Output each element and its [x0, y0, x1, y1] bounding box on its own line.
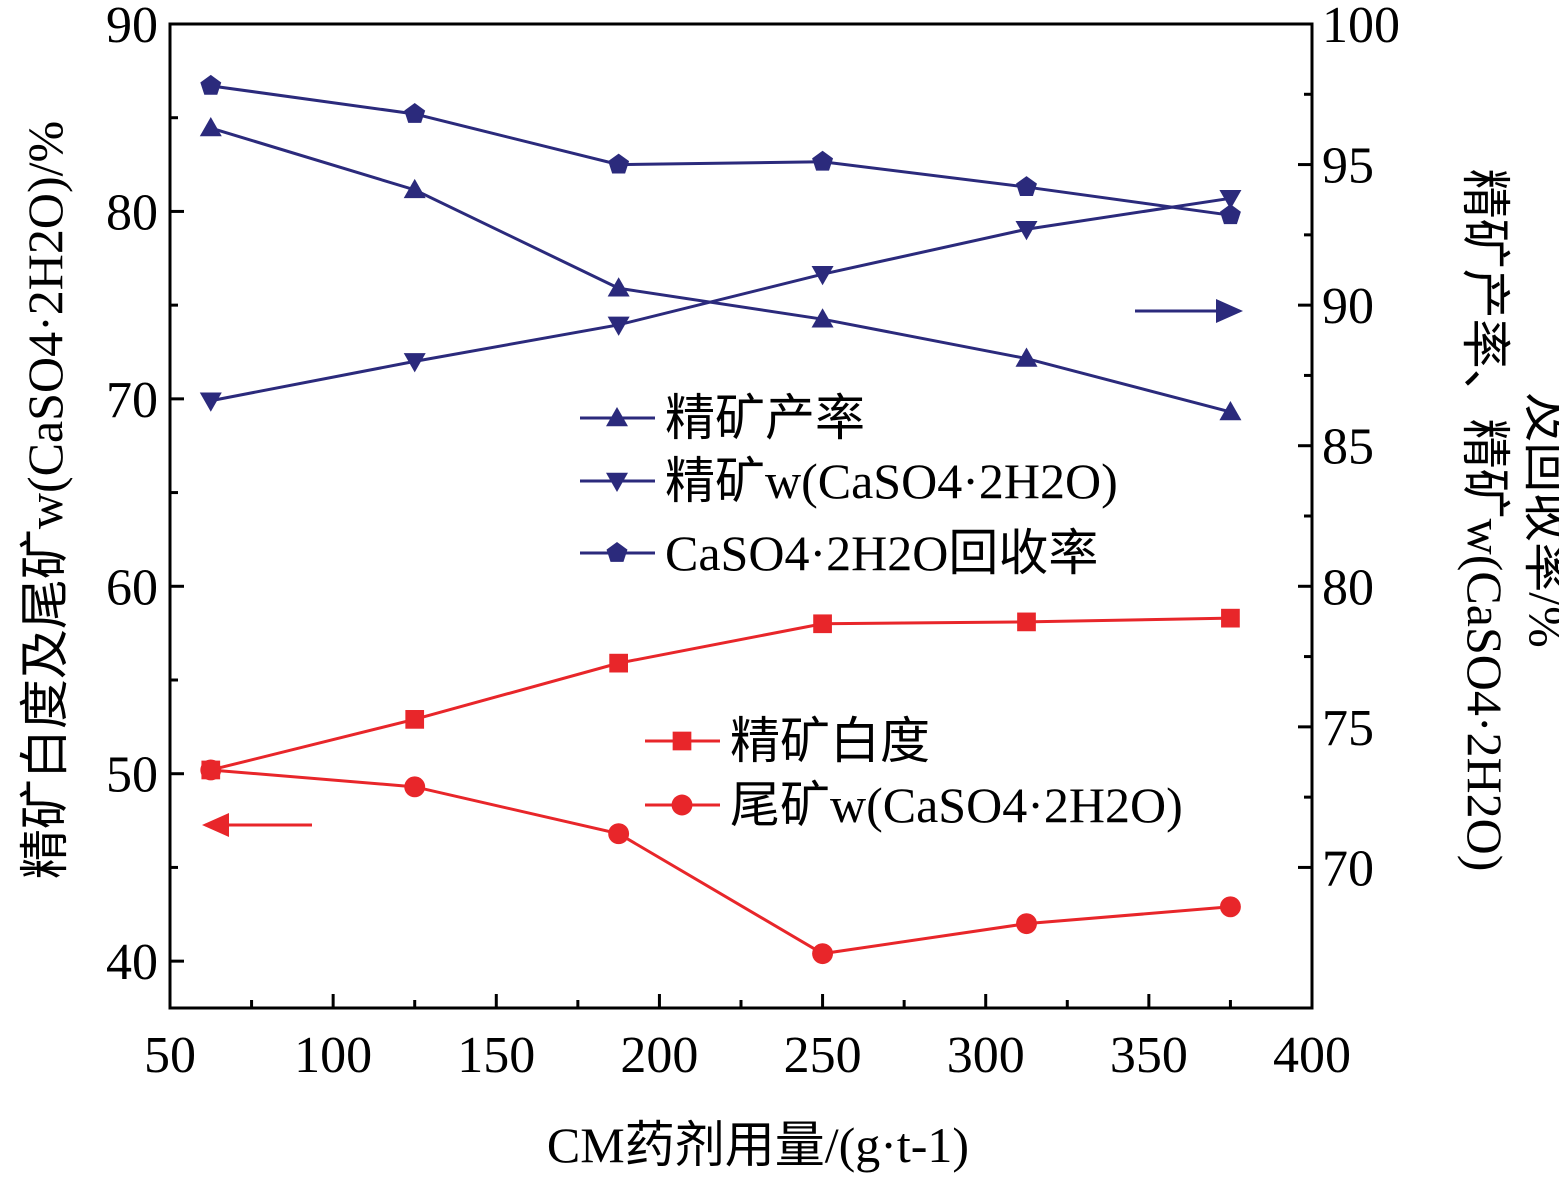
y-left-axis-title: 精矿白度及尾矿w(CaSO4·2H2O)/% [17, 121, 73, 879]
y-right-tick-label: 70 [1322, 840, 1374, 897]
data-point [812, 943, 834, 965]
x-tick-label: 100 [294, 1027, 372, 1084]
series-line [210, 196, 1231, 403]
x-axis-title: CM药剂用量/(g·t-1) [547, 1117, 969, 1173]
legend-label: CaSO4·2H2O回收率 [665, 525, 1098, 581]
series-line [210, 768, 1231, 956]
data-point [403, 178, 426, 199]
data-point [404, 776, 426, 798]
data-point [1219, 400, 1242, 421]
legend-marker [606, 407, 628, 427]
legend-label: 尾矿w(CaSO4·2H2O) [730, 777, 1183, 833]
series-line [210, 616, 1231, 772]
y-left-tick-label: 80 [106, 184, 158, 241]
y-right-tick-label: 100 [1322, 0, 1400, 54]
legend-marker [606, 542, 628, 562]
legend-label: 精矿w(CaSO4·2H2O) [665, 453, 1118, 509]
legend-label: 精矿产率 [665, 390, 865, 446]
y-left-tick-label: 40 [106, 934, 158, 991]
series-0 [199, 117, 1242, 421]
series-3 [201, 608, 1240, 780]
data-point [199, 117, 222, 137]
legend-marker [606, 472, 628, 492]
legend-marker [672, 731, 692, 751]
x-tick-label: 200 [620, 1027, 698, 1084]
data-point [1017, 612, 1036, 632]
data-point [405, 710, 425, 729]
y-left-tick-label: 50 [106, 747, 158, 804]
x-tick-label: 300 [947, 1027, 1025, 1084]
data-point [1221, 608, 1240, 628]
y-right-tick-label: 85 [1322, 419, 1374, 476]
x-tick-label: 400 [1273, 1027, 1351, 1084]
axes: 50 100 150 200 250 300 350 400 40 50 60 70 80 90 70 75 8… [106, 0, 1400, 1084]
data-point [1219, 204, 1241, 225]
x-tick-label: 250 [784, 1027, 862, 1084]
plot-frame [168, 22, 1314, 1010]
series-layer [199, 74, 1242, 965]
data-point [812, 150, 834, 171]
series-line [210, 84, 1231, 217]
data-point [200, 74, 222, 95]
y-right-axis-title-line2: 及回收率/% [1519, 392, 1559, 648]
data-point [1016, 176, 1037, 196]
series-1 [199, 190, 1242, 412]
data-point [403, 353, 426, 373]
y-left-tick-label: 90 [106, 0, 158, 54]
y-left-tick-label: 60 [106, 559, 158, 616]
y-right-tick-label: 95 [1322, 138, 1374, 195]
data-point [608, 823, 630, 845]
x-tick-label: 150 [457, 1027, 535, 1084]
legend-item: 精矿白度 [645, 713, 930, 769]
data-point [1016, 913, 1037, 935]
x-tick-label: 350 [1110, 1027, 1188, 1084]
legend-item: 尾矿w(CaSO4·2H2O) [645, 777, 1183, 833]
legend-item: 精矿w(CaSO4·2H2O) [580, 453, 1118, 509]
legend-label: 精矿白度 [730, 713, 930, 769]
data-point [1015, 220, 1038, 241]
series-4 [200, 759, 1241, 965]
series-line [210, 126, 1231, 414]
data-point [607, 316, 630, 336]
data-point [609, 653, 628, 673]
series-2 [200, 74, 1241, 225]
data-point [199, 392, 222, 412]
data-point [811, 308, 834, 328]
data-point [607, 277, 630, 297]
data-point [200, 759, 222, 781]
legend-item: 精矿产率 [580, 390, 865, 446]
data-point [1015, 347, 1038, 367]
y-right-tick-label: 75 [1322, 700, 1374, 757]
x-tick-label: 50 [144, 1027, 196, 1084]
legend-marker [671, 794, 693, 816]
data-point [811, 265, 834, 286]
data-point [1219, 896, 1241, 918]
y-right-axis-title-line1: 精矿产率、精矿w(CaSO4·2H2O) [1457, 169, 1513, 872]
data-point [1219, 190, 1242, 210]
y-right-tick-label: 90 [1322, 278, 1374, 335]
legend-item: CaSO4·2H2O回收率 [580, 525, 1098, 581]
data-point [404, 102, 426, 123]
y-left-tick-label: 70 [106, 372, 158, 429]
data-point [608, 153, 630, 174]
y-right-tick-label: 80 [1322, 559, 1374, 616]
data-point [813, 614, 832, 634]
